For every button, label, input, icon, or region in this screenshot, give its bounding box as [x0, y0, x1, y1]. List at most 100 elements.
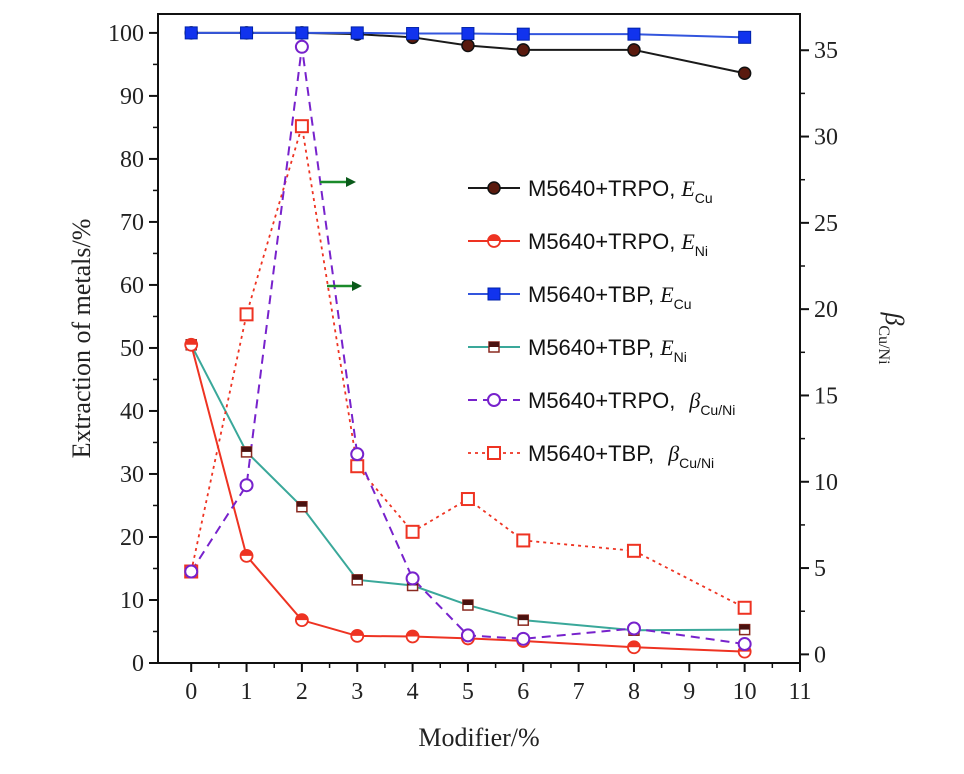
series-markers-4: [184, 39, 752, 652]
y-left-tick-label: 10: [120, 588, 144, 614]
x-tick-label: 2: [296, 679, 308, 705]
legend-math: E: [659, 282, 674, 307]
legend-name: M5640+TBP,: [528, 441, 654, 466]
y-left-tick-label: 30: [120, 462, 144, 488]
data-point: [627, 27, 641, 41]
y-right-tick-label: 0: [814, 642, 826, 668]
data-point-fill: [240, 549, 253, 556]
legend-name: M5640+TRPO,: [528, 229, 675, 254]
legend-label: M5640+TRPO, βCu/Ni: [528, 388, 735, 418]
data-point-fill: [295, 614, 308, 621]
y-left-tick-label: 50: [120, 336, 144, 362]
data-point: [737, 600, 752, 615]
y-right-tick-label: 20: [814, 297, 838, 323]
legend-math: β: [688, 388, 700, 413]
legend-math: E: [680, 176, 695, 201]
data-point-fill: [185, 338, 198, 345]
plot-frame: [157, 13, 801, 664]
data-point: [487, 181, 501, 195]
legend-sub: Cu: [695, 190, 713, 206]
legend-name: M5640+TRPO,: [528, 176, 675, 201]
y-right-title-sub: Cu/Ni: [875, 325, 892, 365]
legend-sub: Cu/Ni: [700, 402, 735, 418]
y-right-tick-label: 10: [814, 470, 838, 496]
legend-item: M5640+TBP, ECu: [468, 282, 692, 312]
x-tick-label: 11: [788, 679, 811, 705]
data-point: [239, 478, 254, 493]
x-tick-label: 9: [683, 679, 695, 705]
y-right-axis-title: βCu/Ni: [875, 311, 909, 365]
x-tick-label: 3: [351, 679, 363, 705]
data-point: [405, 524, 420, 539]
data-point: [737, 66, 752, 80]
data-point-fill: [627, 641, 640, 648]
data-point: [294, 119, 309, 134]
data-point: [295, 26, 309, 40]
legend-label: M5640+TBP, ENi: [528, 335, 687, 365]
legend-sub: Cu/Ni: [679, 455, 714, 471]
data-point-fill: [489, 342, 499, 347]
data-point: [516, 631, 531, 646]
data-point: [461, 38, 475, 53]
y-right-tick-label: 35: [814, 38, 838, 64]
plot-area: [184, 26, 752, 659]
data-point: [239, 307, 254, 322]
x-tick-label: 0: [185, 679, 197, 705]
data-point-fill: [462, 600, 473, 606]
legend-label: M5640+TRPO, ECu: [528, 176, 713, 206]
y-left-tick-label: 100: [108, 21, 144, 47]
data-point-fill: [406, 630, 419, 637]
series-markers-2: [184, 26, 752, 44]
y-left-tick-label: 70: [120, 210, 144, 236]
data-point: [184, 26, 198, 40]
y-left-tick-label: 80: [120, 147, 144, 173]
y-right-tick-label: 5: [814, 556, 826, 582]
x-tick-label: 4: [407, 679, 419, 705]
legend-math: β: [667, 441, 679, 466]
data-point: [516, 43, 531, 57]
data-point: [626, 543, 641, 558]
data-point: [406, 27, 420, 41]
annotation-arrow-2-head: [352, 281, 362, 291]
x-axis-title: Modifier/%: [418, 723, 539, 752]
data-point: [516, 533, 531, 548]
x-tick-label: 10: [733, 679, 757, 705]
data-point-fill: [351, 629, 364, 636]
x-tick-label: 8: [628, 679, 640, 705]
y-right-title-base: β: [880, 311, 909, 325]
data-point: [487, 287, 501, 301]
legend-item: M5640+TRPO, ENi: [468, 229, 708, 259]
legend-label: M5640+TRPO, ENi: [528, 229, 708, 259]
x-tick-label: 7: [573, 679, 585, 705]
data-point: [737, 637, 752, 652]
legend-label: M5640+TBP, ECu: [528, 282, 692, 312]
data-point: [405, 571, 420, 586]
data-point: [350, 26, 364, 40]
data-point: [461, 27, 475, 41]
data-point: [738, 30, 752, 44]
data-point-fill: [352, 574, 363, 580]
y-right-tick-label: 15: [814, 383, 838, 409]
legend-math: E: [680, 229, 695, 254]
y-left-axis-title: Extraction of metals/%: [67, 219, 96, 459]
data-point-fill: [488, 235, 500, 241]
legend-item: M5640+TRPO, ECu: [468, 176, 713, 206]
data-point: [350, 459, 365, 474]
legend-label: M5640+TBP, βCu/Ni: [528, 441, 714, 471]
data-point: [460, 492, 475, 507]
data-point-fill: [518, 615, 529, 621]
series-markers-3: [185, 339, 751, 636]
data-point: [350, 447, 365, 462]
data-point: [516, 27, 530, 41]
y-left-tick-label: 0: [132, 651, 144, 677]
annotation-arrow-1-head: [346, 177, 356, 187]
y-left-tick-label: 20: [120, 525, 144, 551]
legend-name: M5640+TRPO,: [528, 388, 675, 413]
data-point: [626, 621, 641, 636]
y-left-tick-label: 40: [120, 399, 144, 425]
y-right-tick-label: 30: [814, 125, 838, 151]
y-left-tick-label: 60: [120, 273, 144, 299]
data-point-fill: [241, 446, 252, 452]
legend-name: M5640+TBP,: [528, 282, 654, 307]
legend-item: M5640+TRPO, βCu/Ni: [468, 388, 735, 418]
